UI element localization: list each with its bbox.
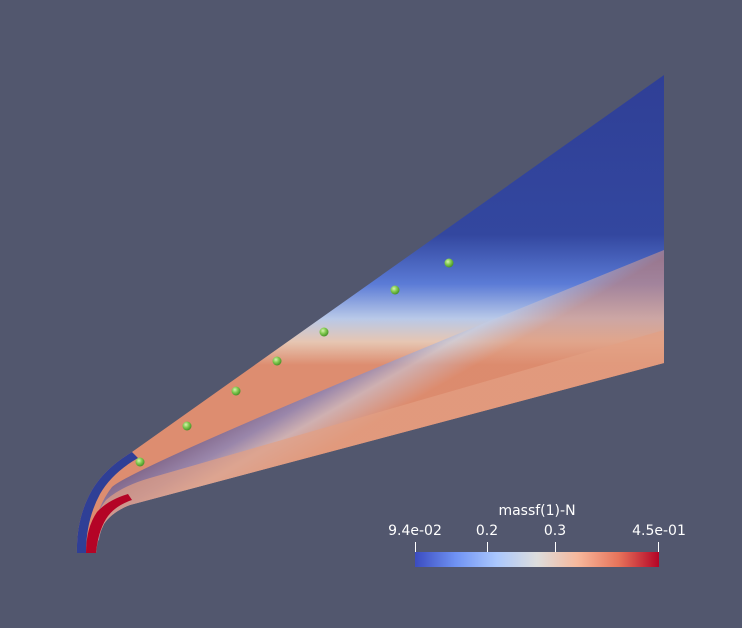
color-legend-tick: [658, 542, 659, 554]
probe-point[interactable]: [390, 285, 400, 295]
warm-band: [90, 330, 664, 553]
outer-edge: [76, 452, 138, 553]
color-legend-tick: [415, 542, 416, 554]
color-legend[interactable]: massf(1)-N 9.4e-02 0.2 0.3 4.5e-01: [372, 500, 702, 580]
probe-point[interactable]: [135, 457, 145, 467]
probe-point[interactable]: [231, 386, 241, 396]
color-legend-label: 0.3: [543, 523, 567, 539]
probe-point[interactable]: [319, 327, 329, 337]
wall-layer: [86, 494, 132, 553]
color-legend-label-max: 4.5e-01: [632, 523, 686, 539]
probe-point[interactable]: [272, 356, 282, 366]
color-legend-bar: [415, 552, 659, 567]
probe-point[interactable]: [444, 258, 454, 268]
color-legend-label-min: 9.4e-02: [388, 523, 442, 539]
color-legend-tick: [555, 542, 556, 554]
probe-point[interactable]: [182, 421, 192, 431]
color-legend-label: 0.2: [475, 523, 499, 539]
color-legend-title: massf(1)-N: [498, 503, 576, 519]
color-legend-tick: [487, 542, 488, 554]
probe-points: [135, 258, 454, 467]
